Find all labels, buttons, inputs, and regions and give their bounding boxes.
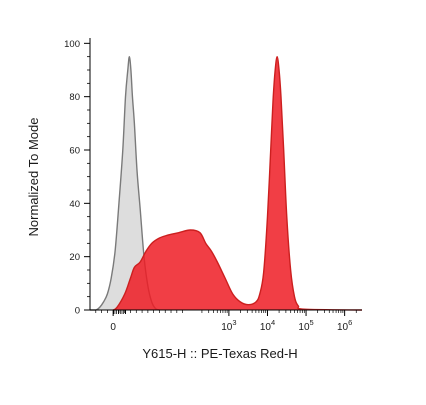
x-tick-label: 103 <box>221 318 236 333</box>
x-tick-label: 0 <box>110 322 116 333</box>
x-tick-label: 105 <box>298 318 313 333</box>
y-tick-label: 80 <box>69 92 80 103</box>
x-axis-label: Y615-H :: PE-Texas Red-H <box>142 346 297 361</box>
axes-group: 0 20 40 60 80 100 0 103 104 105 106 <box>64 38 362 333</box>
y-axis-label: Normalized To Mode <box>26 118 41 237</box>
y-tick-label: 100 <box>64 39 80 50</box>
x-tick-label: 104 <box>260 318 275 333</box>
series-area-group <box>90 55 363 311</box>
y-tick-label: 60 <box>69 146 80 157</box>
series-2-area <box>113 56 363 310</box>
series-2-line <box>112 55 363 311</box>
y-tick-label: 20 <box>69 252 80 263</box>
x-tick-label: 106 <box>337 318 352 333</box>
y-tick-label: 40 <box>69 199 80 210</box>
y-tick-label: 0 <box>75 306 80 317</box>
series-1-area <box>90 56 160 310</box>
